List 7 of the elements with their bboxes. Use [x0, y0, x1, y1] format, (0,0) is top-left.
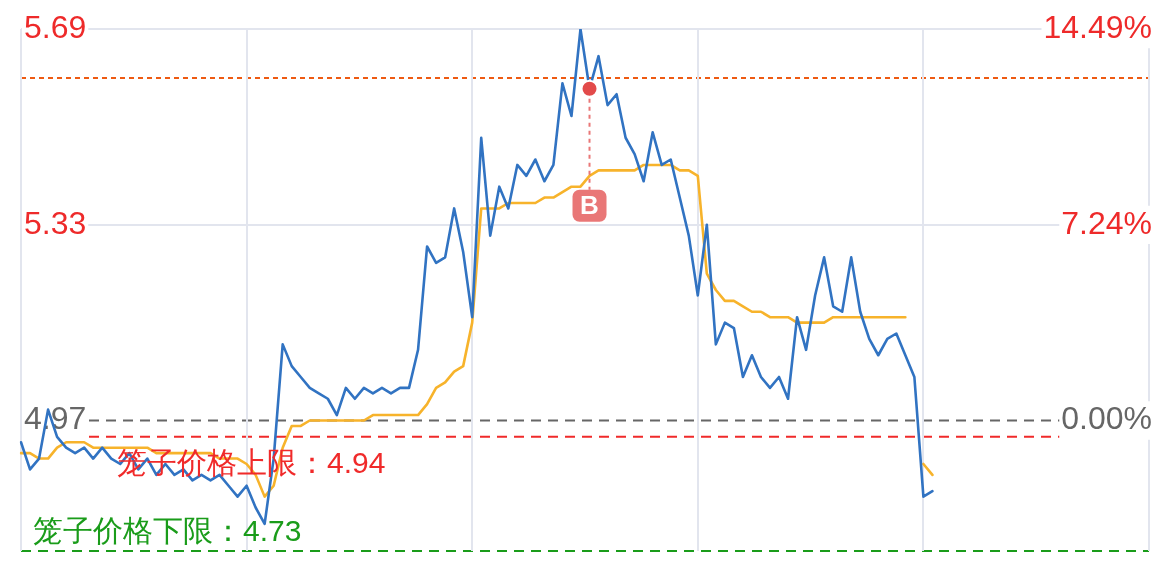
y2-tick-label: 14.49% [1043, 8, 1152, 45]
data-label: B [580, 189, 599, 220]
y-tick-label: 5.33 [24, 204, 87, 241]
y2-tick-label: 0.00% [1061, 400, 1152, 437]
y-tick-label: 5.69 [24, 8, 87, 45]
y2-tick-label: 7.24% [1061, 204, 1152, 241]
ref-line-label: 笼子价格下限：4.73 [33, 514, 302, 548]
